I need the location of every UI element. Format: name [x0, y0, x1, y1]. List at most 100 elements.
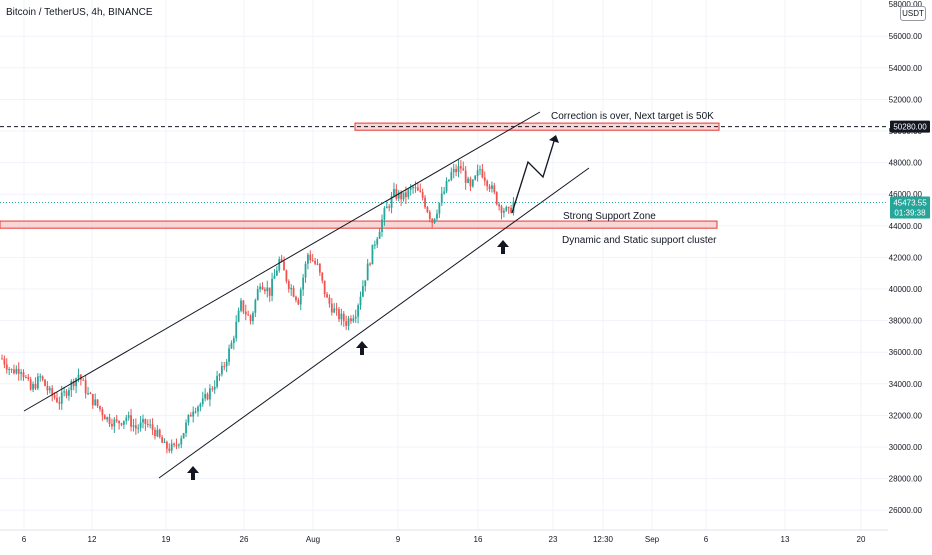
candle — [421, 191, 424, 198]
candle — [361, 286, 364, 297]
candle — [371, 244, 374, 265]
target-price-text: 50280.00 — [893, 123, 927, 132]
candle — [275, 270, 278, 276]
candle — [232, 338, 235, 344]
candle — [395, 189, 398, 199]
candle — [197, 406, 199, 412]
candle — [142, 419, 144, 423]
candle — [228, 348, 230, 362]
support-zone — [0, 220, 718, 229]
candle — [56, 397, 58, 403]
candle — [166, 441, 168, 449]
candle — [469, 178, 472, 187]
candle — [89, 393, 92, 395]
candle — [20, 372, 23, 374]
x-tick-label: 23 — [549, 535, 558, 544]
candle — [483, 177, 486, 181]
candle — [419, 190, 422, 192]
candle — [431, 218, 434, 223]
candle — [278, 259, 281, 271]
candle — [378, 231, 381, 239]
candle — [507, 207, 510, 209]
support-zone-label: Strong Support Zone — [563, 211, 656, 222]
current-price-label — [890, 196, 930, 219]
up-arrow-icon — [356, 341, 368, 355]
candle — [505, 207, 508, 211]
y-tick-label: 46000.00 — [889, 190, 923, 199]
candle — [204, 393, 207, 399]
y-tick-label: 38000.00 — [889, 317, 923, 326]
candle — [259, 286, 262, 290]
candle — [352, 318, 355, 322]
candle — [53, 395, 56, 398]
candle-countdown: 01:39:38 — [894, 209, 926, 218]
candle — [25, 376, 27, 378]
candle — [163, 441, 166, 443]
candle — [503, 210, 505, 213]
x-tick-label: 12:30 — [593, 535, 614, 544]
y-tick-label: 42000.00 — [889, 253, 923, 262]
y-tick-label: 36000.00 — [889, 348, 923, 357]
candle — [68, 390, 70, 396]
candle — [182, 433, 185, 439]
projection-path — [511, 137, 556, 214]
candle — [1, 358, 3, 360]
candle — [285, 270, 288, 282]
candle — [72, 381, 75, 387]
candle — [103, 415, 106, 420]
candle — [381, 219, 383, 232]
symbol-title: Bitcoin / TetherUS, 4h, BINANCE — [6, 7, 153, 18]
candle — [424, 197, 426, 208]
candle — [495, 192, 498, 205]
upper-channel-line — [23, 111, 541, 412]
candle — [161, 437, 164, 443]
candle — [237, 310, 240, 322]
currency-badge[interactable]: USDT — [900, 6, 926, 21]
x-tick-label: 19 — [162, 535, 171, 544]
candle — [388, 206, 391, 208]
projection-arrowhead — [549, 135, 559, 143]
current-price-text: 45473.55 — [893, 199, 927, 208]
candle — [445, 180, 448, 192]
y-tick-label: 40000.00 — [889, 285, 923, 294]
candle — [397, 192, 400, 199]
y-tick-label: 48000.00 — [889, 159, 923, 168]
candle — [168, 448, 171, 451]
candle — [333, 308, 336, 313]
candle — [416, 187, 419, 191]
candle — [271, 278, 273, 296]
candle — [106, 417, 109, 420]
candle — [41, 376, 44, 380]
candle — [137, 427, 140, 429]
candle — [99, 405, 101, 410]
candle — [491, 185, 493, 189]
candle — [22, 372, 25, 377]
grid — [0, 0, 888, 530]
lower-channel-line — [158, 167, 590, 479]
x-tick-label: Sep — [645, 535, 660, 544]
candle — [201, 398, 204, 405]
target-annotation: Correction is over, Next target is 50K — [551, 111, 714, 122]
candles — [1, 159, 515, 454]
candle — [130, 415, 132, 427]
candle — [158, 429, 161, 438]
candle — [63, 391, 66, 393]
x-tick-label: Aug — [306, 535, 320, 544]
candle — [457, 166, 460, 173]
candle — [27, 377, 30, 380]
candle — [8, 368, 11, 370]
candle — [84, 380, 87, 394]
candle — [405, 192, 407, 198]
support-cluster-label: Dynamic and Static support cluster — [562, 235, 717, 246]
candle — [264, 289, 266, 292]
candle — [302, 277, 305, 290]
candle — [32, 383, 34, 390]
candle — [230, 343, 233, 349]
candle — [393, 189, 395, 197]
candle — [254, 300, 257, 313]
candle — [462, 168, 465, 171]
candle — [309, 254, 312, 261]
